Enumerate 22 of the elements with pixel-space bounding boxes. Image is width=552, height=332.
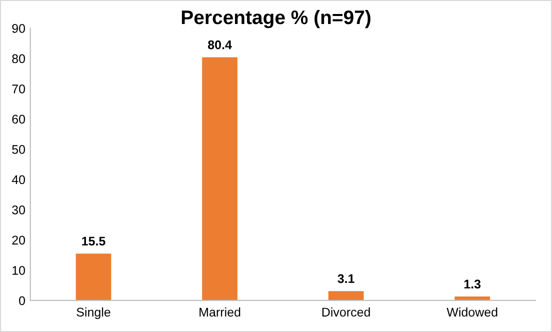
bar [328, 291, 364, 300]
data-label: 15.5 [82, 236, 106, 246]
y-tick-label: 70 [12, 84, 26, 94]
y-tick-label: 90 [12, 24, 26, 33]
y-tick-label: 60 [12, 114, 26, 124]
chart-title: Percentage % (n=97) [182, 10, 370, 28]
y-tick-label: 20 [12, 236, 26, 245]
data-label: 80.4 [208, 40, 232, 50]
data-label: 3.1 [338, 274, 354, 284]
y-tick-label: 50 [12, 145, 26, 154]
y-tick-label: 0 [19, 296, 26, 306]
data-label: 1.3 [464, 280, 481, 289]
y-tick-label: 80 [12, 54, 26, 64]
x-tick-label: Single [76, 307, 110, 320]
x-tick-label: Married [200, 307, 240, 317]
x-tick-label: Widowed [446, 307, 498, 317]
y-tick-label: 30 [12, 206, 26, 214]
bar [76, 254, 112, 300]
x-tick-label: Divorced [322, 307, 370, 317]
y-tick-label: 10 [12, 266, 26, 275]
y-tick-label: 40 [12, 175, 26, 184]
bar [202, 57, 238, 300]
